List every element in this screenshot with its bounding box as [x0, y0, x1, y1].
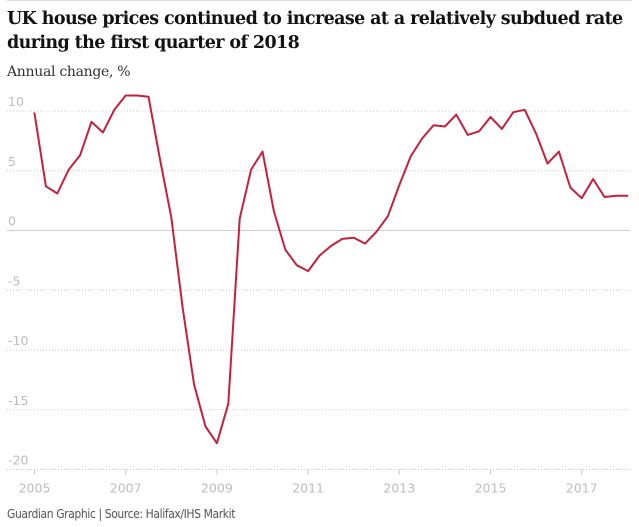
- x-tick-label: 2007: [110, 481, 142, 496]
- top-rule: [7, 0, 632, 1]
- y-tick-label: -5: [8, 273, 20, 288]
- chart-title: UK house prices continued to increase at…: [7, 9, 623, 53]
- y-tick-label: -20: [8, 453, 28, 468]
- y-tick-label: 5: [8, 154, 16, 169]
- x-tick-label: 2017: [566, 481, 598, 496]
- x-tick-label: 2011: [292, 481, 324, 496]
- x-tick-label: 2005: [19, 481, 51, 496]
- series-line: [33, 94, 629, 445]
- y-axis-ticks: 10 5 0 -5 -10 -15 -20: [8, 94, 28, 468]
- y-tick-label: -10: [8, 333, 28, 348]
- x-tick-label: 2013: [383, 481, 415, 496]
- source-note: Guardian Graphic | Source: Halifax/IHS M…: [7, 507, 236, 521]
- y-tick-label: 0: [8, 214, 16, 229]
- x-axis-ticks: 2005 2007 2009 2011 2013 2015 2017: [19, 469, 598, 496]
- y-tick-label: 10: [8, 94, 24, 109]
- gridlines: [7, 110, 630, 470]
- y-axis-label: Annual change, %: [7, 64, 131, 80]
- x-tick-label: 2015: [475, 481, 507, 496]
- series-group: [33, 94, 629, 445]
- y-tick-label: -15: [8, 393, 28, 408]
- x-tick-label: 2009: [201, 481, 233, 496]
